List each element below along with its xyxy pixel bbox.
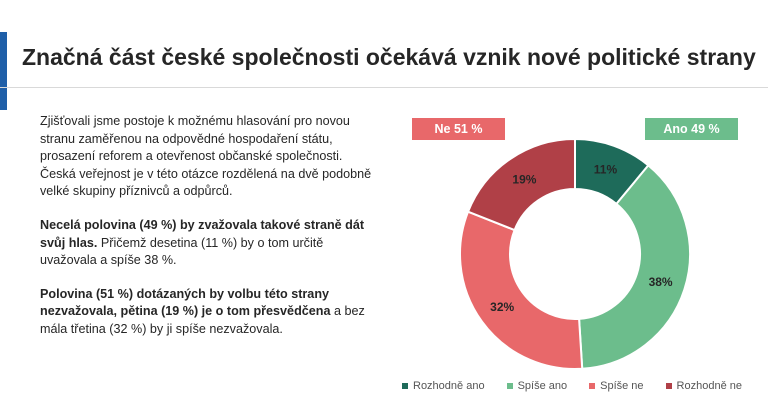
yes-highlight: Necelá polovina (49 %) by zvažovala tako… (40, 217, 365, 250)
legend-label-4: Rozhodně ne (676, 380, 742, 392)
legend-label-3: Spíše ne (600, 380, 644, 392)
legend-label-2: Spíše ano (517, 380, 568, 392)
legend-swatch-3 (589, 383, 596, 389)
donut-slice-2 (578, 163, 691, 370)
paragraph-no: Polovina (51 %) dotázaných by volbu této… (40, 286, 372, 339)
legend-item-1: Rozhodně ano (402, 380, 485, 392)
donut-slice-3 (459, 210, 584, 370)
legend-item-4: Rozhodně ne (665, 380, 742, 392)
no-highlight: Polovina (51 %) dotázaných by volbu této… (40, 286, 331, 319)
donut-svg: 11% 38% 32% 19% (459, 137, 691, 370)
slice-label-2: 38% (649, 275, 673, 289)
intro-text: Zjišťovali jsme postoje k možnému hlasov… (40, 114, 372, 199)
paragraph-intro: Zjišťovali jsme postoje k možnému hlasov… (40, 113, 372, 201)
title-divider (0, 87, 768, 88)
chart-legend: Rozhodně ano Spíše ano Spíše ne Rozhodně ne (400, 380, 768, 392)
yes-detail: Přičemž desetina (11 %) by o tom určitě … (40, 235, 324, 268)
donut-slice-4 (466, 137, 576, 232)
text-block: Zjišťovali jsme postoje k možnému hlasov… (40, 113, 372, 355)
paragraph-yes: Necelá polovina (49 %) by zvažovala tako… (40, 217, 372, 270)
slice-label-3: 32% (490, 300, 514, 314)
legend-swatch-2 (506, 383, 513, 389)
legend-label-1: Rozhodně ano (413, 380, 485, 392)
page-title: Značná část české společnosti očekává vz… (22, 44, 756, 70)
group-badge-ano: Ano 49 % (645, 118, 738, 140)
slice-label-4: 19% (512, 173, 536, 187)
legend-item-2: Spíše ano (506, 380, 568, 392)
group-badge-ne: Ne 51 % (412, 118, 505, 140)
legend-swatch-4 (665, 383, 672, 389)
slice-label-1: 11% (594, 162, 618, 176)
donut-chart: Ne 51 % Ano 49 % 11% 38% 32% 19% Rozhodně a… (400, 110, 768, 401)
legend-swatch-1 (402, 383, 408, 389)
no-detail: a bez mála třetina (32 %) by ji spíše ne… (40, 304, 365, 336)
accent-bar (0, 32, 7, 110)
legend-item-3: Spíše ne (589, 380, 644, 392)
